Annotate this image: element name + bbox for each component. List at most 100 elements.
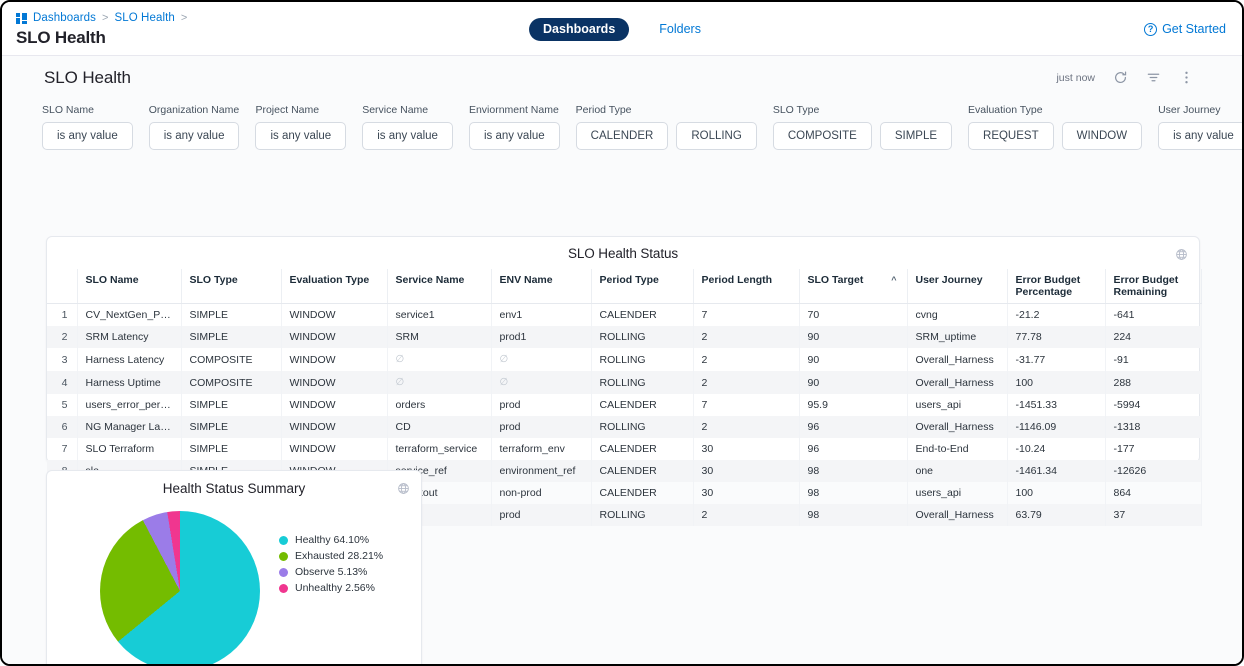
filter-label: User Journey: [1158, 104, 1221, 116]
cell-period-type: ROLLING: [591, 504, 694, 526]
column-header-env-name[interactable]: ENV Name: [491, 269, 592, 304]
cell-period-type: ROLLING: [591, 326, 694, 348]
cell-slo-name: users_error_per_min: [77, 394, 182, 416]
cell-slo-name: Harness Uptime: [77, 371, 182, 394]
filter-value-calender[interactable]: CALENDER: [575, 122, 669, 150]
globe-icon[interactable]: [397, 482, 410, 495]
cell-period-type: ROLLING: [591, 371, 694, 394]
cell-slo-type: SIMPLE: [181, 326, 282, 348]
breadcrumb-item-dashboards[interactable]: Dashboards: [33, 12, 97, 24]
nav-tabs: Dashboards Folders: [529, 18, 715, 41]
column-header-error-budget-percentage[interactable]: Error Budget Percentage: [1007, 269, 1106, 304]
table-row[interactable]: 4 Harness Uptime COMPOSITE WINDOW ∅ ∅ ROLLING 2…: [47, 371, 1202, 394]
column-header-service-name[interactable]: Service Name: [387, 269, 492, 304]
column-header-error-budget-remaining[interactable]: Error Budget Remaining: [1105, 269, 1202, 304]
get-started-label: Get Started: [1162, 22, 1226, 36]
filter-icon[interactable]: [1146, 70, 1161, 85]
breadcrumb: Dashboards > SLO Health >: [16, 12, 187, 24]
cell-error-budget-remaining: -12626: [1105, 460, 1202, 482]
cell-slo-target: 70: [799, 303, 908, 326]
filter-user-journey: User Journey is any value: [1158, 104, 1242, 150]
table-row[interactable]: 5 users_error_per_min SIMPLE WINDOW orders pr…: [47, 394, 1202, 416]
cell-slo-name: SRM Latency: [77, 326, 182, 348]
filter-value-composite[interactable]: COMPOSITE: [772, 122, 872, 150]
cell-period-type: ROLLING: [591, 416, 694, 438]
filter-value-button[interactable]: is any value: [362, 122, 453, 150]
cell-slo-name: CV_NextGen_Prod: [77, 303, 182, 326]
cell-service-name: terraform_service: [387, 438, 492, 460]
filter-value-rolling[interactable]: ROLLING: [676, 122, 757, 150]
cell-evaluation-type: WINDOW: [281, 326, 388, 348]
column-header-evaluation-type[interactable]: Evaluation Type: [281, 269, 388, 304]
globe-icon[interactable]: [1175, 248, 1188, 261]
dashboard-header: SLO Health just now: [2, 56, 1242, 96]
column-header-user-journey[interactable]: User Journey: [907, 269, 1008, 304]
filter-value-button[interactable]: is any value: [42, 122, 133, 150]
legend-item[interactable]: Unhealthy 2.56%: [279, 582, 383, 594]
tab-folders[interactable]: Folders: [659, 22, 701, 36]
cell-service-name: ∅: [387, 371, 492, 394]
filter-enviornment-name: Enviornment Name is any value: [468, 104, 560, 150]
cell-error-budget-percentage: -10.24: [1007, 438, 1106, 460]
cell-period-length: 2: [693, 371, 800, 394]
table-row[interactable]: 3 Harness Latency COMPOSITE WINDOW ∅ ∅ ROLLING…: [47, 348, 1202, 371]
more-options-icon[interactable]: [1179, 70, 1194, 85]
row-index: 2: [47, 326, 78, 348]
legend-item[interactable]: Exhausted 28.21%: [279, 550, 383, 562]
get-started-button[interactable]: ? Get Started: [1144, 22, 1226, 36]
table-row[interactable]: 7 SLO Terraform SIMPLE WINDOW terraform_serv…: [47, 438, 1202, 460]
filter-value-button[interactable]: is any value: [468, 122, 560, 150]
cell-user-journey: Overall_Harness: [907, 348, 1008, 371]
cell-user-journey: Overall_Harness: [907, 504, 1008, 526]
filter-value-button[interactable]: is any value: [255, 122, 347, 150]
cell-period-length: 7: [693, 303, 800, 326]
pie-chart-slices[interactable]: [100, 511, 260, 664]
cell-period-type: ROLLING: [591, 348, 694, 371]
cell-service-name: service1: [387, 303, 492, 326]
cell-user-journey: End-to-End: [907, 438, 1008, 460]
legend-item[interactable]: Observe 5.13%: [279, 566, 383, 578]
pie-chart[interactable]: [100, 511, 260, 664]
column-header-period-type[interactable]: Period Type: [591, 269, 694, 304]
filter-value-button[interactable]: is any value: [1158, 122, 1242, 150]
filter-organization-name: Organization Name is any value: [148, 104, 240, 150]
filter-value-window[interactable]: WINDOW: [1061, 122, 1143, 150]
cell-error-budget-percentage: -31.77: [1007, 348, 1106, 371]
table-row[interactable]: 2 SRM Latency SIMPLE WINDOW SRM prod1 ROLLING 2…: [47, 326, 1202, 348]
cell-slo-target: 95.9: [799, 394, 908, 416]
cell-slo-target: 96: [799, 438, 908, 460]
breadcrumb-item-slo-health[interactable]: SLO Health: [114, 12, 175, 24]
filter-value-simple[interactable]: SIMPLE: [879, 122, 953, 150]
cell-evaluation-type: WINDOW: [281, 371, 388, 394]
row-index: 3: [47, 348, 78, 371]
column-header-period-length[interactable]: Period Length: [693, 269, 800, 304]
cell-period-type: CALENDER: [591, 438, 694, 460]
filter-slo-type: SLO Type COMPOSITE SIMPLE: [772, 104, 953, 150]
cell-error-budget-remaining: -641: [1105, 303, 1202, 326]
legend-color-dot: [279, 567, 288, 577]
refresh-icon[interactable]: [1113, 70, 1128, 85]
cell-error-budget-percentage: -21.2: [1007, 303, 1106, 326]
cell-slo-target: 98: [799, 482, 908, 504]
cell-error-budget-remaining: 288: [1105, 371, 1202, 394]
dashboard-grid-icon: [16, 12, 27, 24]
cell-period-type: CALENDER: [591, 460, 694, 482]
cell-slo-type: COMPOSITE: [181, 348, 282, 371]
table-row[interactable]: 6 NG Manager Latency SIMPLE WINDOW CD prod ROL…: [47, 416, 1202, 438]
column-header-slo-name[interactable]: SLO Name: [77, 269, 182, 304]
legend-item[interactable]: Healthy 64.10%: [279, 534, 383, 546]
slo-table: SLO Name SLO Type Evaluation Type Servic…: [47, 269, 1202, 526]
cell-error-budget-percentage: 100: [1007, 371, 1106, 394]
cell-user-journey: cvng: [907, 303, 1008, 326]
tab-dashboards[interactable]: Dashboards: [529, 18, 630, 41]
table-row[interactable]: 1 CV_NextGen_Prod SIMPLE WINDOW service1 env1…: [47, 303, 1202, 326]
column-header-slo-type[interactable]: SLO Type: [181, 269, 282, 304]
cell-period-type: CALENDER: [591, 303, 694, 326]
table-header-row: SLO Name SLO Type Evaluation Type Servic…: [47, 269, 1202, 304]
filter-label: SLO Name: [42, 104, 94, 116]
filter-value-button[interactable]: is any value: [148, 122, 240, 150]
column-header-slo-target[interactable]: ^ SLO Target: [799, 269, 908, 304]
cell-error-budget-percentage: 77.78: [1007, 326, 1106, 348]
filter-project-name: Project Name is any value: [255, 104, 347, 150]
filter-value-request[interactable]: REQUEST: [968, 122, 1054, 150]
